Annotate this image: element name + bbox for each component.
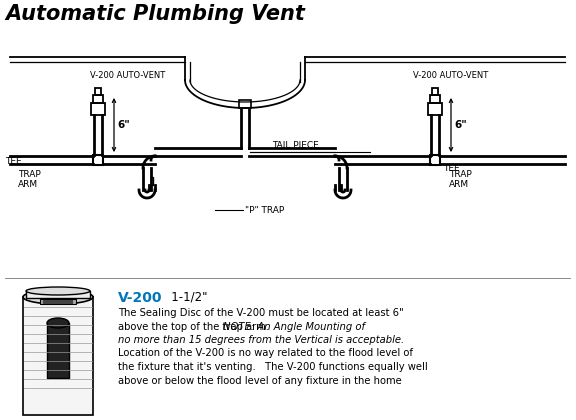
Text: above the top of the trap arm.: above the top of the trap arm. xyxy=(118,321,275,331)
Bar xyxy=(40,299,76,304)
Text: NOTE: An Angle Mounting of: NOTE: An Angle Mounting of xyxy=(223,321,365,331)
Bar xyxy=(95,88,101,95)
Text: above or below the flood level of any fixture in the home: above or below the flood level of any fi… xyxy=(118,375,401,386)
Bar xyxy=(93,155,103,165)
Bar xyxy=(430,155,440,165)
Text: TRAP
ARM: TRAP ARM xyxy=(449,170,472,189)
Text: the fixture that it's venting.   The V-200 functions equally well: the fixture that it's venting. The V-200… xyxy=(118,362,428,372)
Text: Automatic Plumbing Vent: Automatic Plumbing Vent xyxy=(5,4,305,24)
Bar xyxy=(23,297,93,415)
Text: V-200 AUTO-VENT: V-200 AUTO-VENT xyxy=(413,71,488,80)
Bar xyxy=(151,177,153,185)
Bar xyxy=(430,95,440,103)
Bar xyxy=(47,323,69,378)
Ellipse shape xyxy=(23,290,93,304)
Text: "P" TRAP: "P" TRAP xyxy=(245,206,284,215)
Ellipse shape xyxy=(26,287,90,295)
Text: V-200 AUTO-VENT: V-200 AUTO-VENT xyxy=(90,71,165,80)
Bar xyxy=(93,95,103,103)
Text: The Sealing Disc of the V-200 must be located at least 6": The Sealing Disc of the V-200 must be lo… xyxy=(118,308,404,318)
Text: Location of the V-200 is no way related to the flood level of: Location of the V-200 is no way related … xyxy=(118,349,413,359)
Text: TEE: TEE xyxy=(5,158,22,166)
Text: 1-1/2": 1-1/2" xyxy=(160,291,207,304)
Text: 6": 6" xyxy=(454,120,467,130)
Bar xyxy=(91,103,105,115)
Text: 6": 6" xyxy=(117,120,130,130)
Text: no more than 15 degrees from the Vertical is acceptable.: no more than 15 degrees from the Vertica… xyxy=(118,335,404,345)
Text: TAIL PIECE: TAIL PIECE xyxy=(272,141,319,150)
Text: TEE: TEE xyxy=(443,164,460,173)
Bar xyxy=(26,291,90,298)
Bar xyxy=(432,88,438,95)
Bar xyxy=(239,100,251,108)
Text: TRAP
ARM: TRAP ARM xyxy=(18,170,41,189)
Ellipse shape xyxy=(47,318,69,328)
Bar xyxy=(428,103,442,115)
Text: V-200: V-200 xyxy=(118,291,162,305)
